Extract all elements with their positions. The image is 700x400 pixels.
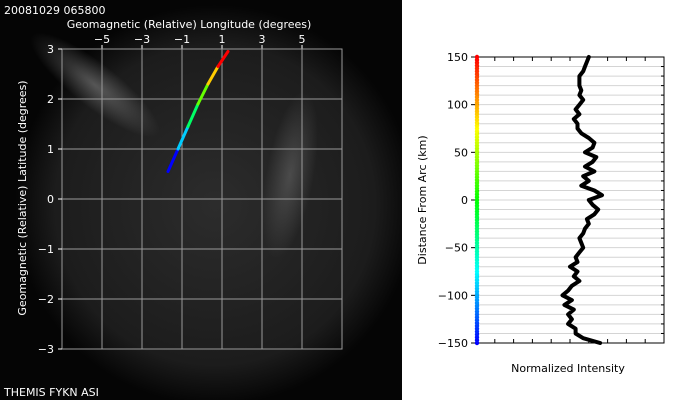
left-x-tick-label: −3	[134, 33, 150, 46]
left-x-tick-label: 1	[219, 33, 226, 46]
right-y-tick-label: 0	[461, 194, 468, 207]
left-tick-labels: −5 −3 −1 1 3 5 −3 −2 −1 0 1 2 3	[38, 33, 306, 356]
left-y-tick-label: −2	[38, 293, 54, 306]
left-y-tick-label: 0	[47, 193, 54, 206]
right-y-tick-label: −50	[445, 242, 468, 255]
left-x-tick-label: 3	[259, 33, 266, 46]
intensity-trace-line	[560, 55, 604, 345]
right-y-tick-label: −100	[438, 289, 468, 302]
aurora-glow-left	[30, 32, 160, 138]
intensity-trace	[560, 55, 604, 345]
arc-trace-segment	[206, 65, 220, 86]
left-y-tick-label: −3	[38, 343, 54, 356]
arc-trace-segment	[176, 125, 190, 151]
intensity-profile-plot: −150 −100 −50 0 50 100 150 Distance From Arc (…	[416, 51, 665, 375]
distance-axis-label: Distance From Arc (km)	[416, 135, 429, 264]
arc-trace-segment	[186, 102, 200, 128]
left-y-tick-label: 3	[47, 43, 54, 56]
left-y-tick-label: 2	[47, 93, 54, 106]
camera-label: THEMIS FYKN ASI	[3, 386, 99, 399]
arc-trace	[166, 50, 230, 173]
left-y-tick-label: 1	[47, 143, 54, 156]
left-x-tick-label: −5	[94, 33, 110, 46]
intensity-profile-panel: −150 −100 −50 0 50 100 150 Distance From Arc (…	[402, 0, 700, 400]
aurora-image-panel: −5 −3 −1 1 3 5 −3 −2 −1 0 1 2 3 Geomagnetic (Relativ…	[0, 0, 402, 400]
left-grid	[58, 45, 343, 350]
right-y-tick-label: 150	[447, 51, 468, 64]
aurora-glow-right	[262, 91, 318, 259]
left-x-tick-label: −1	[174, 33, 190, 46]
distance-color-scale	[474, 54, 480, 346]
aurora-image-plot: −5 −3 −1 1 3 5 −3 −2 −1 0 1 2 3 Geomagnetic (Relativ…	[3, 4, 402, 400]
right-grid	[471, 56, 665, 344]
right-y-tick-label: 100	[447, 99, 468, 112]
color-scale-dot	[474, 54, 480, 60]
left-y-tick-label: −1	[38, 243, 54, 256]
right-tick-labels: −150 −100 −50 0 50 100 150	[438, 51, 468, 350]
arc-trace-segment	[216, 50, 230, 68]
right-y-tick-label: −150	[438, 337, 468, 350]
left-x-tick-label: 5	[299, 33, 306, 46]
intensity-axis-label: Normalized Intensity	[511, 362, 625, 375]
x-axis-label: Geomagnetic (Relative) Longitude (degree…	[67, 18, 312, 31]
right-y-tick-label: 50	[454, 146, 468, 159]
y-axis-label: Geomagnetic (Relative) Latitude (degrees…	[16, 80, 29, 315]
arc-trace-segment	[196, 82, 210, 106]
arc-trace-segment	[166, 147, 180, 173]
timestamp: 20081029 065800	[4, 4, 105, 17]
